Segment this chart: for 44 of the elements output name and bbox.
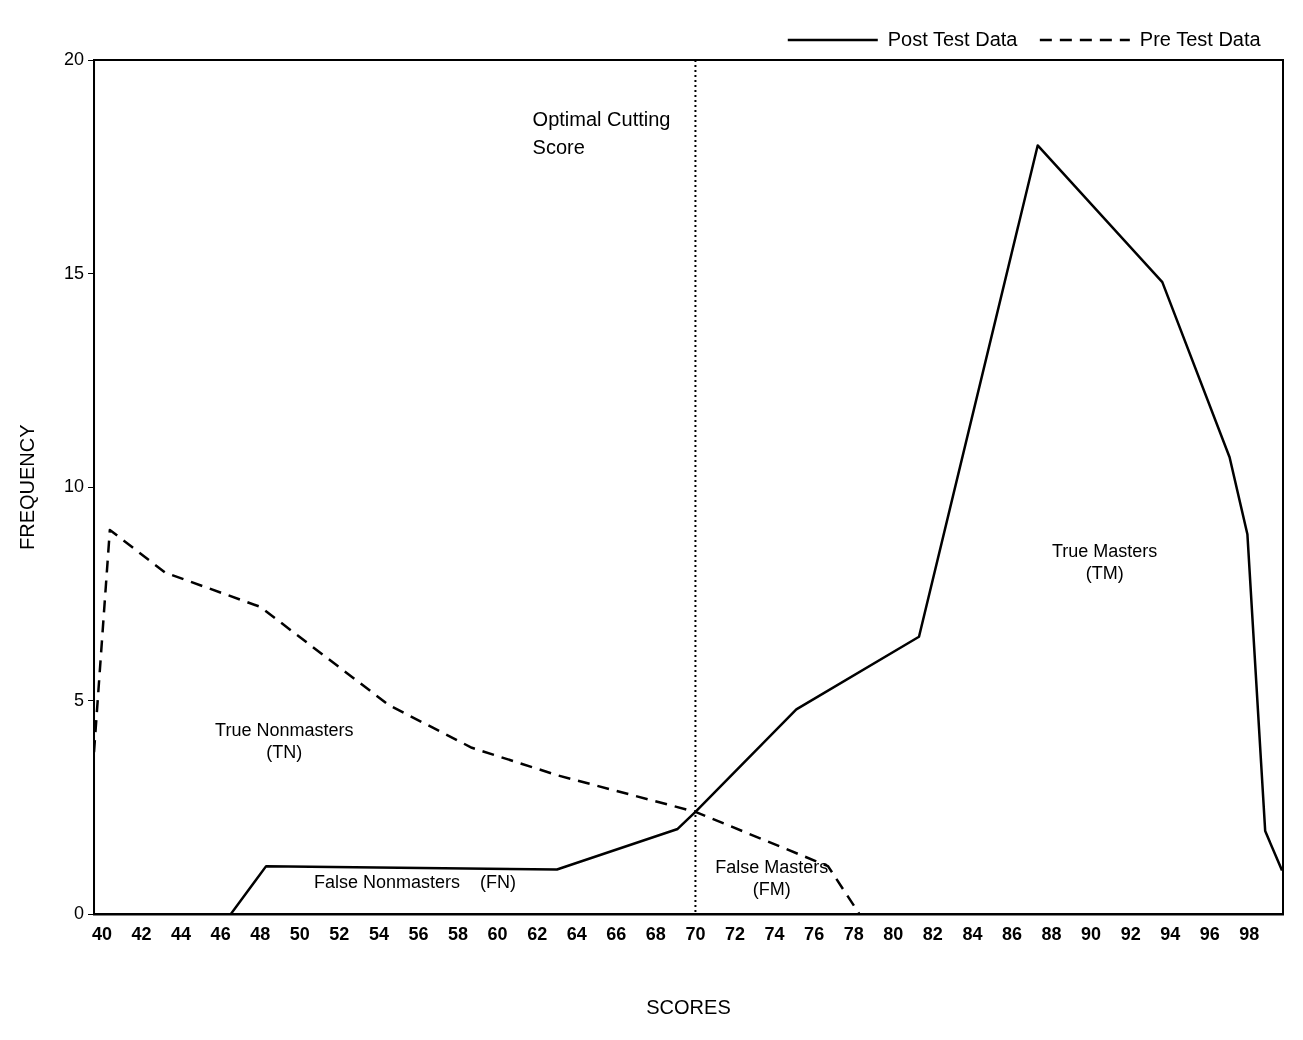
x-tick-label: 46: [210, 924, 231, 945]
y-tick-label: 15: [63, 262, 85, 283]
x-tick-label: 88: [1041, 924, 1062, 945]
x-tick-label: 74: [764, 924, 785, 945]
y-tick-label: 20: [63, 48, 85, 69]
x-tick-label: 40: [91, 924, 112, 945]
x-tick-label: 62: [527, 924, 548, 945]
x-tick-label: 52: [329, 924, 350, 945]
annotation: False Masters (FM): [715, 856, 829, 899]
x-tick-label: 90: [1081, 924, 1102, 945]
legend-label: Pre Test Data: [1139, 27, 1262, 50]
x-tick-label: 96: [1199, 924, 1220, 945]
x-tick-label: 50: [289, 924, 310, 945]
x-tick-label: 72: [724, 924, 746, 945]
x-tick-label: 80: [883, 924, 904, 945]
x-tick-label: 84: [962, 924, 983, 945]
y-tick-label: 10: [63, 476, 85, 497]
x-tick-label: 60: [487, 924, 508, 945]
y-tick-label: 5: [74, 689, 85, 710]
ref-line-label: Optimal Cutting Score: [532, 107, 671, 158]
x-tick-label: 56: [408, 924, 429, 945]
x-tick-label: 98: [1239, 924, 1260, 945]
y-axis-title: FREQUENCY: [15, 424, 38, 550]
x-tick-label: 94: [1160, 924, 1181, 945]
x-tick-label: 82: [922, 924, 943, 945]
legend-label: Post Test Data: [887, 27, 1019, 50]
x-tick-label: 64: [566, 924, 587, 945]
x-tick-label: 78: [843, 924, 864, 945]
x-tick-label: 92: [1120, 924, 1141, 945]
annotation: True Masters (TM): [1051, 540, 1158, 583]
x-tick-label: 70: [685, 924, 706, 945]
annotation: False Nonmasters (FN): [314, 872, 517, 893]
x-tick-label: 44: [171, 924, 192, 945]
x-tick-label: 42: [131, 924, 152, 945]
x-tick-label: 48: [250, 924, 271, 945]
x-tick-label: 66: [606, 924, 627, 945]
x-tick-label: 86: [1001, 924, 1022, 945]
annotation: True Nonmasters (TN): [215, 720, 354, 763]
x-axis-title: SCORES: [646, 995, 731, 1018]
x-tick-label: 58: [448, 924, 469, 945]
x-tick-label: 76: [804, 924, 825, 945]
x-tick-label: 68: [645, 924, 666, 945]
y-tick-label: 0: [74, 903, 85, 924]
x-tick-label: 54: [368, 924, 389, 945]
